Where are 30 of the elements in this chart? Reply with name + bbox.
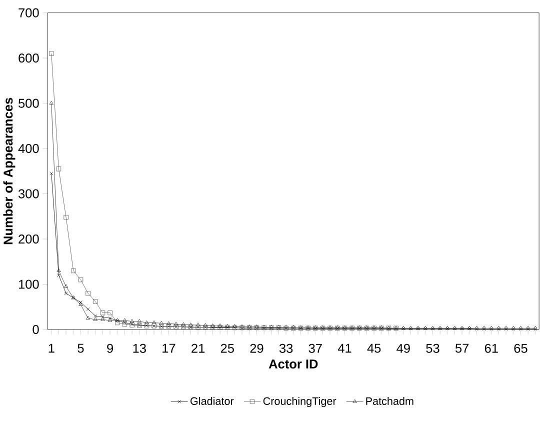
y-tick-label: 300 (18, 189, 39, 198)
x-tick-label: 9 (107, 344, 114, 353)
y-tick-label: 0 (32, 324, 39, 334)
y-axis-title: Number of Appearances (3, 98, 16, 244)
x-tick-label: 33 (279, 344, 293, 353)
x-tick-label: 41 (338, 344, 352, 353)
x-tick-label: 57 (455, 344, 469, 353)
x-tick-label: 29 (250, 344, 264, 353)
x-tick-label: 45 (367, 344, 381, 353)
x-tick-label: 49 (396, 344, 410, 353)
x-tick-label: 13 (133, 344, 146, 353)
x-tick-label: 37 (308, 344, 322, 353)
y-tick-label: 700 (18, 8, 39, 18)
y-tick-label: 100 (18, 280, 39, 289)
x-tick-label: 53 (426, 344, 440, 353)
legend-label: Gladiator (190, 396, 234, 405)
x-tick-label: 61 (484, 344, 498, 353)
x-tick-label: 25 (220, 344, 234, 353)
x-axis-title: Actor ID (268, 360, 318, 368)
y-tick-label: 200 (18, 234, 39, 244)
y-tick-label: 600 (18, 53, 39, 63)
y-tick-label: 500 (18, 98, 39, 108)
legend-label: Patchadm (366, 396, 414, 405)
y-tick-label: 400 (18, 144, 39, 153)
x-tick-label: 1 (48, 344, 54, 353)
x-tick-label: 65 (514, 344, 528, 353)
x-tick-label: 17 (162, 344, 176, 353)
legend-label: CrouchingTiger (263, 396, 336, 407)
x-tick-label: 21 (192, 344, 205, 353)
x-tick-label: 5 (78, 344, 84, 353)
